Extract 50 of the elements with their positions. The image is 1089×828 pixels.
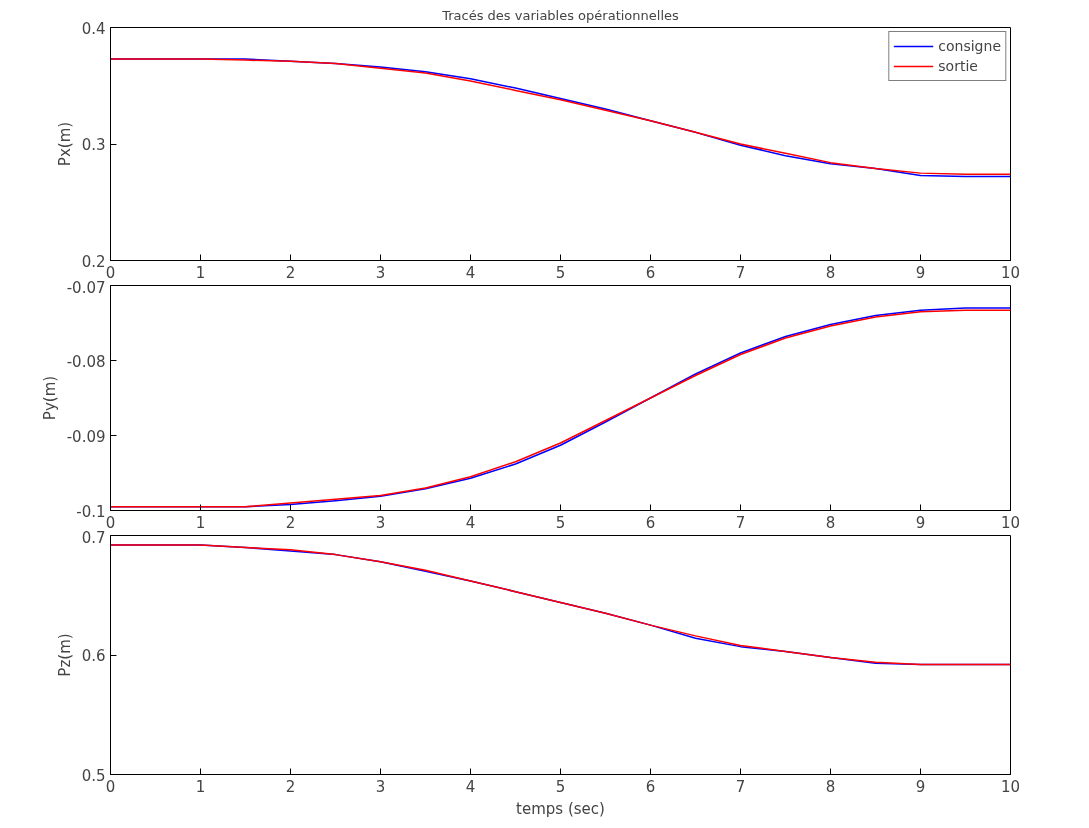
y-tick-label: 0.7 xyxy=(81,528,106,547)
y-tick-label: 0.2 xyxy=(81,252,106,271)
y-axis-title: Px(m) xyxy=(55,121,74,167)
chart-title: Tracés des variables opérationnelles xyxy=(441,7,679,23)
x-tick-label: 2 xyxy=(285,263,296,282)
x-tick-label: 6 xyxy=(645,513,656,532)
x-tick-label: 8 xyxy=(825,263,836,282)
x-tick-label: 3 xyxy=(375,777,386,796)
x-tick-label: 3 xyxy=(375,263,386,282)
x-tick-label: 9 xyxy=(915,777,926,796)
x-tick-label: 7 xyxy=(735,513,746,532)
x-tick-label: 7 xyxy=(735,777,746,796)
x-tick-label: 1 xyxy=(195,263,206,282)
x-tick-label: 9 xyxy=(915,263,926,282)
y-tick-label: 0.4 xyxy=(81,19,106,38)
x-tick-label: 4 xyxy=(465,513,476,532)
x-tick-label: 0 xyxy=(105,777,116,796)
y-tick-label: 0.6 xyxy=(81,647,106,665)
y-tick-label: -0.1 xyxy=(76,502,106,521)
x-tick-label: 5 xyxy=(555,263,566,282)
x-tick-label: 2 xyxy=(285,513,296,532)
x-tick-label: 8 xyxy=(825,777,836,796)
x-tick-label: 10 xyxy=(1000,263,1021,282)
x-tick-label: 6 xyxy=(645,777,656,796)
y-tick-label: -0.08 xyxy=(66,352,106,371)
x-tick-label: 2 xyxy=(285,777,296,796)
x-tick-label: 1 xyxy=(195,513,206,532)
y-tick-label: -0.07 xyxy=(66,278,106,297)
y-axis-title: Py(m) xyxy=(40,375,59,421)
legend-label: consigne xyxy=(938,38,1001,54)
x-tick-label: 0 xyxy=(105,263,116,282)
x-tick-label: 3 xyxy=(375,513,386,532)
x-tick-label: 4 xyxy=(465,263,476,282)
x-tick-label: 10 xyxy=(1000,777,1021,796)
y-tick-label: 0.3 xyxy=(81,136,106,154)
y-tick-label: 0.5 xyxy=(81,766,106,785)
x-tick-label: 5 xyxy=(555,777,566,796)
x-tick-label: 1 xyxy=(195,777,206,796)
y-axis-title: Pz(m) xyxy=(55,633,74,677)
x-tick-label: 5 xyxy=(555,513,566,532)
legend-label: sortie xyxy=(938,58,978,74)
x-tick-label: 6 xyxy=(645,263,656,282)
x-tick-label: 4 xyxy=(465,777,476,796)
x-tick-label: 10 xyxy=(1000,513,1021,532)
x-axis-title: temps (sec) xyxy=(516,799,605,818)
x-tick-label: 7 xyxy=(735,263,746,282)
x-tick-label: 0 xyxy=(105,513,116,532)
x-tick-label: 9 xyxy=(915,513,926,532)
x-tick-label: 8 xyxy=(825,513,836,532)
y-tick-label: -0.09 xyxy=(66,427,106,446)
